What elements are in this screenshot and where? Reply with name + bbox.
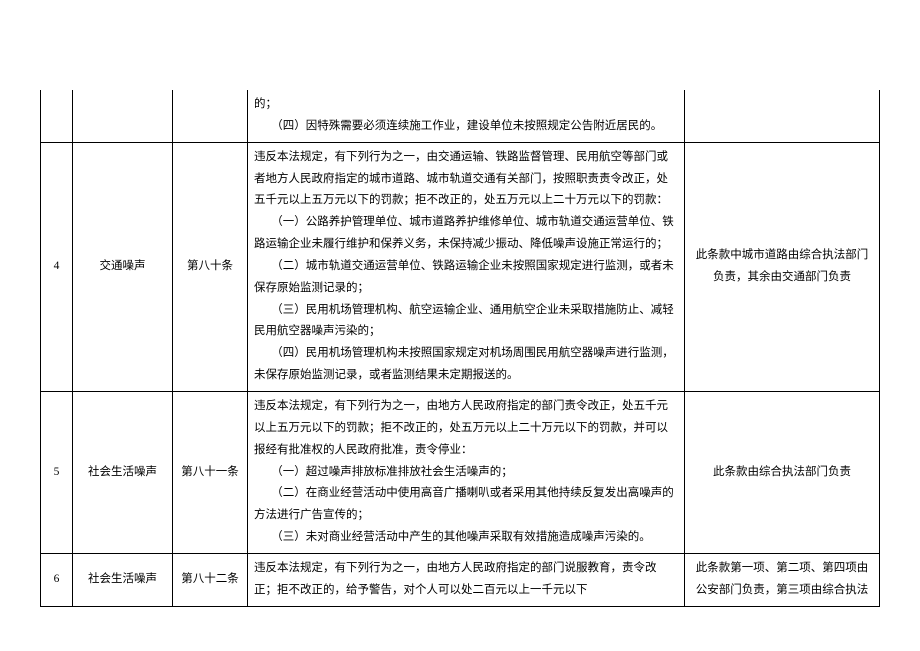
cell-article: 第八十一条: [173, 391, 248, 553]
cell-article: 第八十条: [173, 142, 248, 391]
cell-index: 5: [41, 391, 73, 553]
cell-article: [173, 90, 248, 142]
table-row: 5 社会生活噪声 第八十一条 违反本法规定，有下列行为之一，由地方人民政府指定的…: [41, 391, 880, 553]
table-row: 4 交通噪声 第八十条 违反本法规定，有下列行为之一，由交通运输、铁路监督管理、…: [41, 142, 880, 391]
cell-category: 交通噪声: [73, 142, 173, 391]
regulation-table: 的； （四）因特殊需要必须连续施工作业，建设单位未按照规定公告附近居民的。 4 …: [40, 90, 880, 607]
document-page: 的； （四）因特殊需要必须连续施工作业，建设单位未按照规定公告附近居民的。 4 …: [0, 0, 920, 647]
cell-description: 违反本法规定，有下列行为之一，由交通运输、铁路监督管理、民用航空等部门或者地方人…: [248, 142, 685, 391]
cell-index: 6: [41, 553, 73, 606]
cell-note: [685, 90, 880, 142]
cell-description: 的； （四）因特殊需要必须连续施工作业，建设单位未按照规定公告附近居民的。: [248, 90, 685, 142]
cell-note: 此条款中城市道路由综合执法部门负责，其余由交通部门负责: [685, 142, 880, 391]
cell-description: 违反本法规定，有下列行为之一，由地方人民政府指定的部门说服教育，责令改正；拒不改…: [248, 553, 685, 606]
table-row: 的； （四）因特殊需要必须连续施工作业，建设单位未按照规定公告附近居民的。: [41, 90, 880, 142]
cell-description: 违反本法规定，有下列行为之一，由地方人民政府指定的部门责令改正，处五千元以上五万…: [248, 391, 685, 553]
cell-article: 第八十二条: [173, 553, 248, 606]
cell-note: 此条款第一项、第二项、第四项由公安部门负责，第三项由综合执法: [685, 553, 880, 606]
cell-note: 此条款由综合执法部门负责: [685, 391, 880, 553]
table-row: 6 社会生活噪声 第八十二条 违反本法规定，有下列行为之一，由地方人民政府指定的…: [41, 553, 880, 606]
cell-category: [73, 90, 173, 142]
cell-category: 社会生活噪声: [73, 553, 173, 606]
cell-category: 社会生活噪声: [73, 391, 173, 553]
cell-index: 4: [41, 142, 73, 391]
cell-index: [41, 90, 73, 142]
